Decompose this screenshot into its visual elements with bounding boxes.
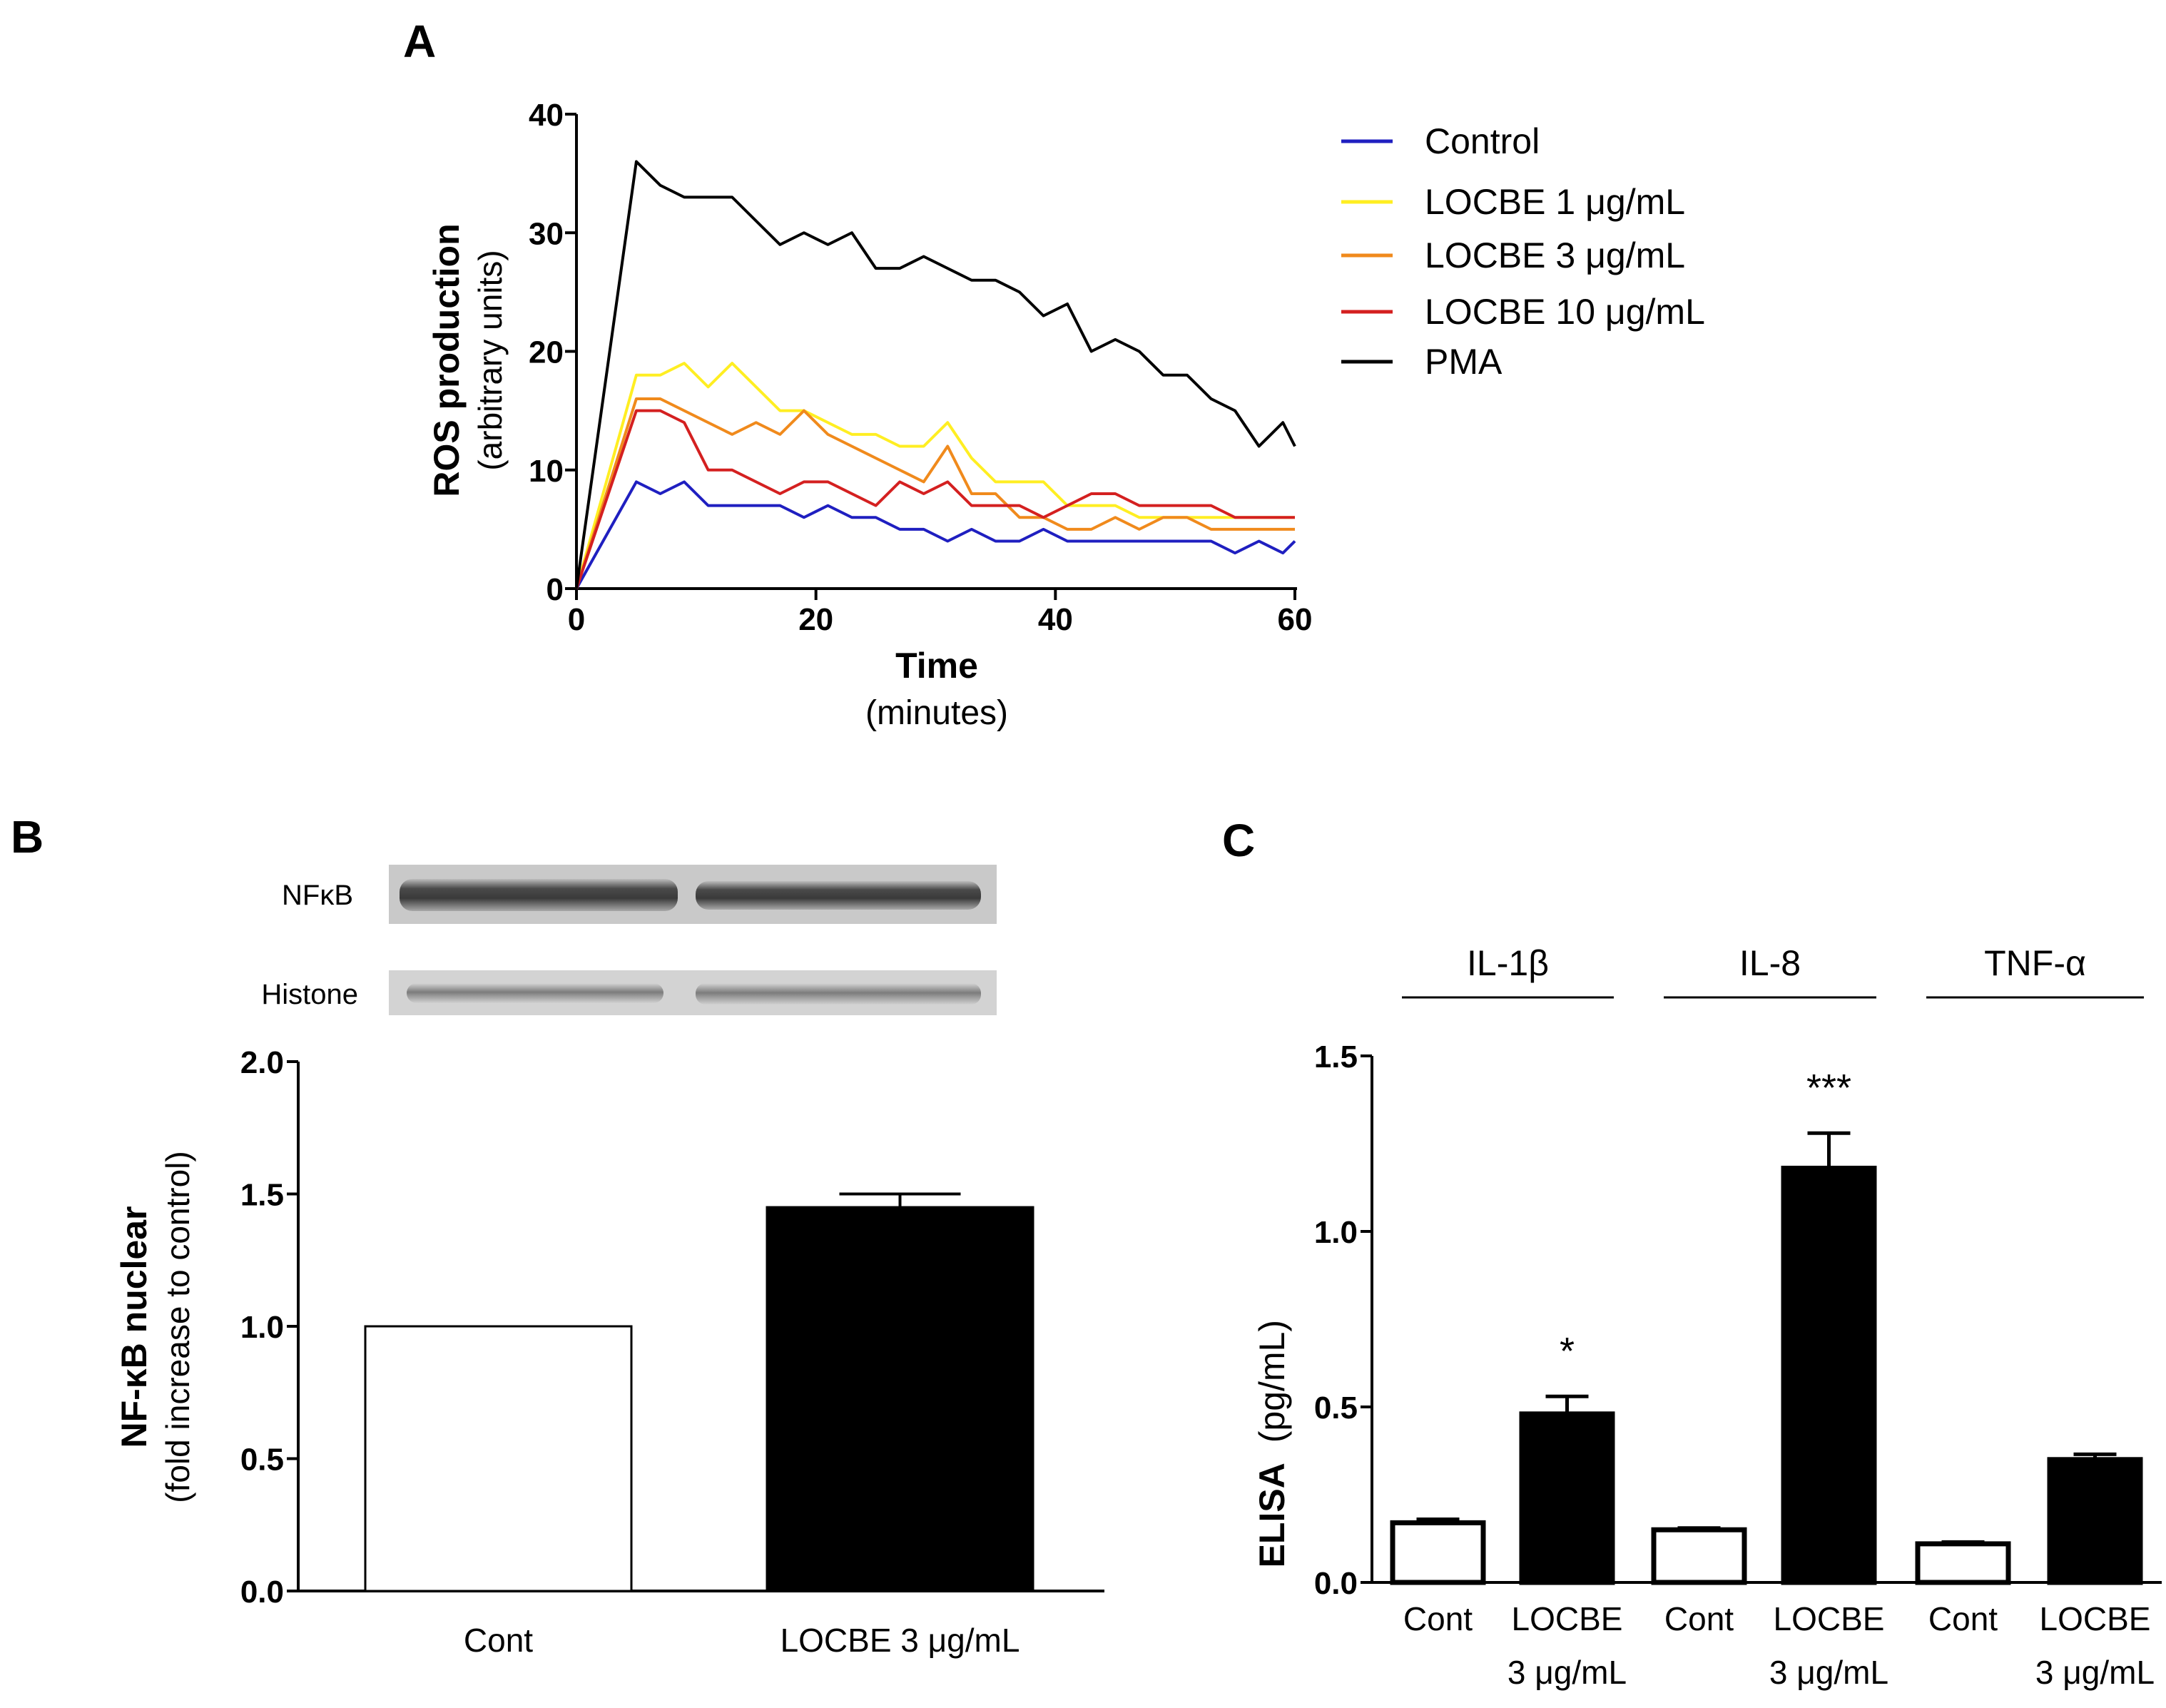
panel-c-category-label-line2: 3 μg/mL [1507,1654,1627,1691]
panel-a-x-tick-label: 60 [1278,602,1313,637]
panel-b-y-tick-label: 2.0 [240,1045,284,1080]
panel-a-x-tick-label: 20 [798,602,833,637]
panel-c-group-label: IL-1β [1467,943,1549,983]
panel-c-y-label-group: ELISA (pg/mL) [1252,1320,1292,1567]
panel-a-ticks: 0 10 20 30 40 0 20 40 60 [529,98,1312,637]
panel-c-y-tick-label: 1.5 [1314,1039,1358,1074]
legend-label-locbe10: LOCBE 10 μg/mL [1425,292,1705,332]
panel-a-y-label-units: (arbitrary units) [472,250,509,470]
panel-c-bar [2047,1457,2143,1585]
blot-histone-band-cont [407,983,663,1003]
panel-c-category-label: LOCBE [1774,1600,1885,1637]
panel-a-y-label: ROS production [427,223,467,497]
panel-c-ticks: 0.0 0.5 1.0 1.5 [1314,1039,1372,1601]
panel-c-significance: *** [1806,1067,1851,1109]
series-line-pma [575,160,1296,589]
panel-c-y-tick-label: 1.0 [1314,1215,1358,1250]
panel-c-bar [1651,1527,1747,1585]
panel-b-bar [364,1325,633,1592]
blot-nfkb-band-cont [400,879,678,911]
panel-c-y-label: ELISA [1252,1463,1292,1567]
series-line-locbe1 [575,362,1295,589]
panel-c-category-label: LOCBE [1512,1600,1623,1637]
panel-b-y-tick-label: 1.5 [240,1178,284,1213]
panel-c-y-label-units: (pg/mL) [1252,1320,1292,1443]
panel-c-group-label: IL-8 [1739,943,1801,983]
panel-c-category-label: Cont [1928,1600,1998,1637]
panel-b-category-label: Cont [464,1622,533,1659]
panel-b-y-label: NF-κB nuclear [114,1206,154,1448]
panel-a-x-tick-label: 0 [568,602,585,637]
series-line-control [575,480,1296,589]
panel-c: C IL-1β IL-8 TNF-α 0.0 0.5 1.0 1.5 Cont * LOCBE… [1222,815,2162,1691]
panel-a: A 0 10 20 30 40 0 20 40 60 ROS production (arbit… [403,16,1705,732]
panel-c-significance: * [1560,1330,1575,1373]
panel-a-x-label: Time [895,646,978,686]
blot-nfkb-label: NFκB [282,880,353,911]
panel-b-y-tick-label: 0.5 [240,1443,284,1478]
legend-label-locbe1: LOCBE 1 μg/mL [1425,182,1685,222]
panel-c-bar [1519,1411,1615,1585]
panel-c-category-label: Cont [1664,1600,1734,1637]
panel-b-category-label: LOCBE 3 μg/mL [781,1622,1020,1659]
panel-c-group-label: TNF-α [1984,943,2086,983]
series-line-locbe3 [575,397,1295,589]
panel-a-label: A [403,16,436,67]
panel-a-y-tick-label: 40 [529,98,564,133]
legend-label-locbe3: LOCBE 3 μg/mL [1425,235,1685,275]
panel-c-group-headers: IL-1β IL-8 TNF-α [1402,943,2144,999]
legend-label-pma: PMA [1425,342,1503,382]
panel-c-category-label-line2: 3 μg/mL [1769,1654,1888,1691]
panel-c-bar [1390,1520,1486,1585]
panel-c-y-tick-label: 0.0 [1314,1566,1358,1601]
panel-b: B NFκB [11,811,1104,1659]
panel-c-category-label-line2: 3 μg/mL [2035,1654,2155,1691]
panel-b-y-tick-label: 0.0 [240,1575,284,1610]
western-blot-image [389,865,997,1015]
panel-b-y-tick-label: 1.0 [240,1310,284,1345]
panel-a-legend: Control LOCBE 1 μg/mL LOCBE 3 μg/mL LOCBE 1… [1341,121,1705,382]
series-line-locbe10 [575,409,1295,589]
panel-a-y-tick-label: 0 [546,572,564,607]
panel-a-y-tick-label: 10 [529,454,564,489]
panel-a-series-lines [575,160,1296,589]
panel-c-label: C [1222,815,1255,866]
panel-c-y-tick-label: 0.5 [1314,1391,1358,1425]
panel-b-y-label-units: (fold increase to control) [159,1151,196,1503]
panel-a-x-tick-label: 40 [1038,602,1073,637]
panel-a-y-tick-label: 30 [529,216,564,251]
panel-b-bar [766,1206,1034,1592]
panel-c-category-label: Cont [1403,1600,1473,1637]
panel-b-ticks: 0.0 0.5 1.0 1.5 2.0 [240,1045,298,1610]
blot-histone-label: Histone [261,979,358,1010]
panel-a-y-tick-label: 20 [529,335,564,370]
panel-c-bar [1915,1541,2011,1585]
panel-a-x-label-units: (minutes) [865,694,1008,732]
panel-c-category-label: LOCBE [2040,1600,2151,1637]
blot-nfkb-band-locbe [696,881,981,910]
panel-b-bars: Cont LOCBE 3 μg/mL [364,1192,1034,1659]
blot-histone-band-locbe [696,983,981,1005]
panel-b-label: B [11,811,44,863]
panel-c-bar [1781,1165,1877,1585]
legend-label-control: Control [1425,121,1540,161]
panel-c-bars: Cont * LOCBE 3 μg/mL Cont *** LOCBE 3 μg/mL Cont… [1390,1067,2155,1691]
